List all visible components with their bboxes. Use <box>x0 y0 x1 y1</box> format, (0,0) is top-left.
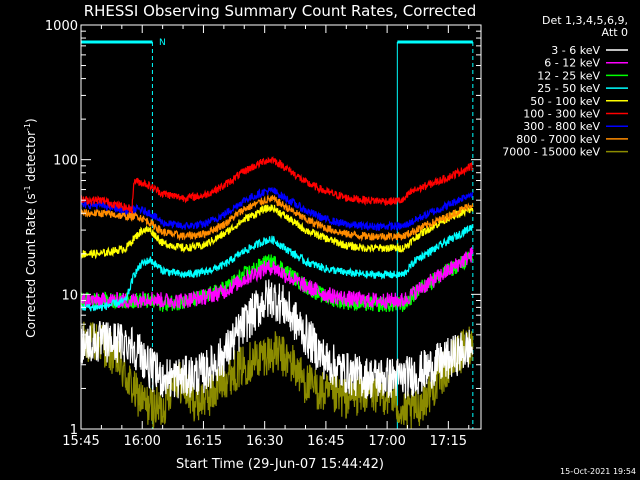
series-line-0 <box>80 279 474 399</box>
y-tick-label-2: 100 <box>53 154 78 169</box>
y-axis-label-close: ) <box>24 118 38 123</box>
legend-label-8: 7000 - 15000 keV <box>502 146 600 159</box>
legend-label-3: 25 - 50 keV <box>537 82 600 95</box>
series-line-3 <box>80 224 474 312</box>
x-tick-label-1: 16:00 <box>123 434 160 449</box>
legend-label-6: 300 - 800 keV <box>523 120 600 133</box>
series-4 <box>80 204 474 260</box>
y-axis-label-exp2: -1 <box>23 123 32 131</box>
y-axis-label-detector: detector <box>24 131 38 186</box>
series-1 <box>80 247 474 310</box>
x-tick-label-2: 16:15 <box>185 434 222 449</box>
y-tick-label-3: 1000 <box>45 19 78 34</box>
legend-label-2: 12 - 25 keV <box>537 69 600 82</box>
x-tick-label-0: 15:45 <box>62 434 99 449</box>
legend-label-5: 100 - 300 keV <box>523 108 600 121</box>
x-axis-label: Start Time (29-Jun-07 15:44:42) <box>176 457 384 472</box>
series-line-4 <box>80 204 474 260</box>
timestamp: 15-Oct-2021 19:54 <box>560 467 636 476</box>
night-marker: N <box>159 38 166 48</box>
x-tick-label-3: 16:30 <box>246 434 283 449</box>
y-tick-label-1: 10 <box>61 288 78 303</box>
y-axis-label-exp1: -1 <box>23 185 32 193</box>
chart-title: RHESSI Observing Summary Count Rates, Co… <box>84 2 477 20</box>
series-line-7 <box>80 193 474 242</box>
legend-header-0: Det 1,3,4,5,6,9, <box>542 14 628 27</box>
series-line-5 <box>80 155 474 215</box>
series-0 <box>80 279 474 399</box>
series-5 <box>80 155 474 215</box>
series-line-1 <box>80 247 474 310</box>
series-3 <box>80 224 474 312</box>
x-tick-label-5: 17:00 <box>368 434 405 449</box>
y-axis-label: Corrected Count Rate (s-1 detector-1) <box>23 118 38 337</box>
legend-label-7: 800 - 7000 keV <box>516 133 600 146</box>
series-7 <box>80 193 474 242</box>
x-tick-label-6: 17:15 <box>430 434 467 449</box>
plot-frame <box>80 24 482 430</box>
legend-label-0: 3 - 6 keV <box>551 44 600 57</box>
legend-header-1: Att 0 <box>602 26 628 39</box>
series-line-6 <box>80 187 474 232</box>
x-tick-label-4: 16:45 <box>307 434 344 449</box>
legend-label-1: 6 - 12 keV <box>544 57 600 70</box>
legend-label-4: 50 - 100 keV <box>530 95 600 108</box>
y-axis-label-main: Corrected Count Rate (s <box>24 193 38 337</box>
series-6 <box>80 187 474 232</box>
y-tick-label-0: 1 <box>70 423 78 438</box>
